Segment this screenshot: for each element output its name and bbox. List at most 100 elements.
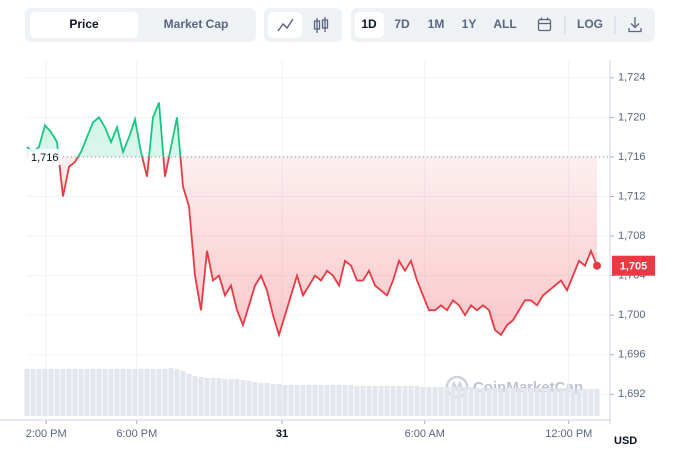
- volume-bar: [474, 388, 480, 416]
- volume-bar: [78, 369, 84, 416]
- area-up: [27, 102, 597, 157]
- range-group: [351, 8, 655, 42]
- price-line-up: [26, 102, 182, 157]
- volume-bar: [48, 369, 54, 416]
- tab-price[interactable]: Price: [69, 17, 99, 31]
- tab-market-cap[interactable]: Market Cap: [164, 17, 229, 31]
- log-button[interactable]: LOG: [577, 17, 603, 31]
- volume-bar: [462, 387, 468, 416]
- volume-bar: [282, 385, 288, 416]
- volume-bar: [570, 389, 576, 416]
- tab-selected: [30, 12, 138, 38]
- range-button[interactable]: 1D: [361, 17, 377, 31]
- volume-bar: [342, 385, 348, 416]
- volume-bar: [546, 388, 552, 416]
- volume-bar: [186, 374, 192, 416]
- volume-bar: [156, 369, 162, 416]
- volume-bar: [288, 385, 294, 416]
- volume-bar: [426, 387, 432, 416]
- y-tick-label: 1,716: [618, 151, 646, 163]
- volume-bar: [72, 369, 78, 416]
- volume-bar: [30, 369, 36, 416]
- volume-bar: [222, 379, 228, 416]
- line-icon: [277, 18, 294, 32]
- volume-bar: [180, 371, 186, 416]
- volume-bar: [576, 389, 582, 416]
- volume-bar: [42, 369, 48, 416]
- price-tag-label: 1,705: [620, 261, 648, 273]
- x-tick-label: 6:00 PM: [116, 428, 157, 440]
- candle-icon[interactable]: [313, 17, 329, 33]
- x-tick-label: 2:00 PM: [26, 428, 67, 440]
- volume-bar: [258, 383, 264, 416]
- volume-bar: [252, 382, 258, 416]
- volume-bar: [60, 369, 66, 416]
- volume-bar: [246, 381, 252, 416]
- volume-bar: [432, 387, 438, 416]
- volume-bar: [582, 389, 588, 416]
- x-tick-label: 31: [276, 428, 288, 440]
- volume-bar: [402, 386, 408, 416]
- calendar-icon[interactable]: [537, 17, 552, 32]
- volume-bar: [558, 388, 564, 416]
- volume-bar: [534, 388, 540, 416]
- volume-bar: [192, 376, 198, 416]
- volume-bar: [354, 386, 360, 416]
- y-tick-label: 1,708: [618, 230, 646, 242]
- volume-bar: [162, 369, 168, 416]
- volume-bar: [540, 388, 546, 416]
- range-button[interactable]: 1Y: [462, 17, 477, 31]
- volume-bar: [372, 386, 378, 416]
- volume-bar: [240, 380, 246, 416]
- volume-bar: [120, 369, 126, 416]
- volume-bar: [330, 385, 336, 416]
- volume-bar: [198, 377, 204, 416]
- price-line-down: [57, 156, 598, 338]
- volume-bar: [270, 384, 276, 416]
- volume-bar: [138, 369, 144, 416]
- volume-bar: [276, 384, 282, 416]
- volume-bar: [450, 387, 456, 416]
- volume-bar: [108, 369, 114, 416]
- volume-bar: [468, 387, 474, 416]
- volume-bar: [552, 388, 558, 416]
- volume-bar: [504, 388, 510, 416]
- volume-bar: [210, 378, 216, 416]
- volume-bar: [84, 369, 90, 416]
- volume-bar: [444, 387, 450, 416]
- range-button[interactable]: 7D: [394, 17, 410, 31]
- range-button[interactable]: 1M: [428, 17, 445, 31]
- volume-bar: [480, 388, 486, 416]
- range-button[interactable]: ALL: [493, 17, 516, 31]
- volume-bar: [366, 386, 372, 416]
- volume-bar: [216, 378, 222, 416]
- volume-bar: [564, 388, 570, 416]
- volume-bar: [102, 369, 108, 416]
- volume-bar: [384, 386, 390, 416]
- volume-bar: [594, 389, 600, 416]
- volume-bar: [174, 369, 180, 416]
- volume-bar: [378, 386, 384, 416]
- y-unit: USD: [614, 435, 637, 447]
- volume-bar: [390, 386, 396, 416]
- y-tick-label: 1,700: [618, 309, 646, 321]
- baseline-label: 1,716: [31, 152, 59, 164]
- area-down: [58, 156, 597, 335]
- x-tick-label: 12:00 PM: [545, 428, 592, 440]
- volume-bar: [150, 369, 156, 416]
- download-icon[interactable]: [628, 17, 642, 33]
- volume-bar: [132, 369, 138, 416]
- volume-bar: [294, 385, 300, 416]
- volume-bar: [516, 388, 522, 416]
- y-tick-label: 1,720: [618, 111, 646, 123]
- volume-bar: [456, 387, 462, 416]
- volume-bar: [360, 386, 366, 416]
- volume-bar: [24, 369, 30, 416]
- volume-bar: [90, 369, 96, 416]
- volume-bar: [96, 369, 102, 416]
- volume-bar: [486, 388, 492, 416]
- last-point: [593, 261, 601, 270]
- baseline-label-bg: [28, 148, 62, 165]
- line-button[interactable]: [268, 12, 302, 38]
